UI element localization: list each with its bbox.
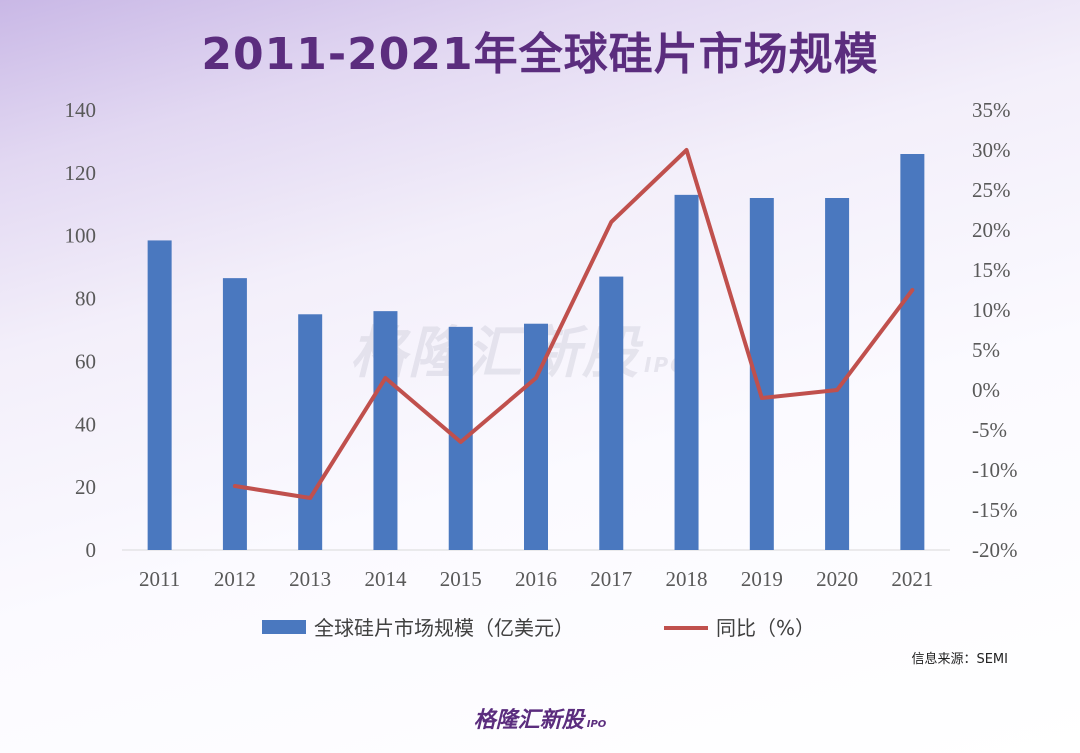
x-tick-label: 2013 <box>289 567 331 591</box>
y-right-tick-label: -20% <box>972 538 1018 562</box>
y-right-tick-label: 20% <box>972 218 1011 242</box>
bar <box>147 240 172 550</box>
y-left-tick-label: 20 <box>75 475 96 499</box>
y-right-tick-label: 5% <box>972 338 1000 362</box>
bar <box>825 198 850 550</box>
y-right-tick-label: 0% <box>972 378 1000 402</box>
yoy-line <box>232 148 915 500</box>
x-tick-label: 2020 <box>816 567 858 591</box>
x-tick-label: 2021 <box>891 567 933 591</box>
x-tick-label: 2012 <box>214 567 256 591</box>
y-left-tick-label: 80 <box>75 287 96 311</box>
y-right-tick-label: 25% <box>972 178 1011 202</box>
chart-title: 2011-2021年全球硅片市场规模 <box>201 29 879 80</box>
x-tick-label: 2014 <box>364 567 407 591</box>
y-right-tick-label: 10% <box>972 298 1011 322</box>
legend-line-label: 同比（%） <box>716 616 815 640</box>
legend-bar-swatch <box>262 620 306 634</box>
x-tick-label: 2011 <box>139 567 180 591</box>
bar <box>674 194 699 550</box>
y-right-tick-label: 35% <box>972 98 1011 122</box>
bar <box>298 314 323 550</box>
footer-brand-text: 格隆汇新股 <box>473 708 584 733</box>
legend-bar-label: 全球硅片市场规模（亿美元） <box>314 616 574 640</box>
y-left-tick-label: 0 <box>86 538 97 562</box>
y-left-tick-label: 120 <box>65 161 97 185</box>
bar <box>448 326 473 550</box>
y-left-tick-label: 40 <box>75 412 96 436</box>
footer-brand-logo: 格隆汇新股 IPO <box>0 702 1080 734</box>
bar <box>900 154 925 550</box>
bar <box>373 311 398 550</box>
x-tick-label: 2017 <box>590 567 632 591</box>
bar <box>222 278 247 550</box>
y-right-tick-label: 30% <box>972 138 1011 162</box>
bar <box>599 276 624 550</box>
x-tick-label: 2019 <box>741 567 783 591</box>
watermark-brand-text: 格隆汇新股 <box>350 321 640 386</box>
x-tick-label: 2018 <box>666 567 708 591</box>
y-right-tick-label: -5% <box>972 418 1007 442</box>
x-tick-label: 2015 <box>440 567 482 591</box>
y-left-tick-label: 100 <box>65 224 97 248</box>
y-right-tick-label: -10% <box>972 458 1018 482</box>
combo-chart: 0 20 40 60 80 100 120 140 -20% -15% -10% -5% 0% 5% 10%… <box>65 98 1018 640</box>
source-note: 信息来源：SEMI <box>911 652 1008 667</box>
y-left-tick-label: 60 <box>75 349 96 373</box>
x-tick-label: 2016 <box>515 567 557 591</box>
y-right-tick-label: -15% <box>972 498 1018 522</box>
footer-ipo-text: IPO <box>586 719 607 730</box>
y-left-tick-label: 140 <box>65 98 97 122</box>
watermark-logo: 格隆汇新股 IPO <box>350 308 689 389</box>
y-right-tick-label: 15% <box>972 258 1011 282</box>
